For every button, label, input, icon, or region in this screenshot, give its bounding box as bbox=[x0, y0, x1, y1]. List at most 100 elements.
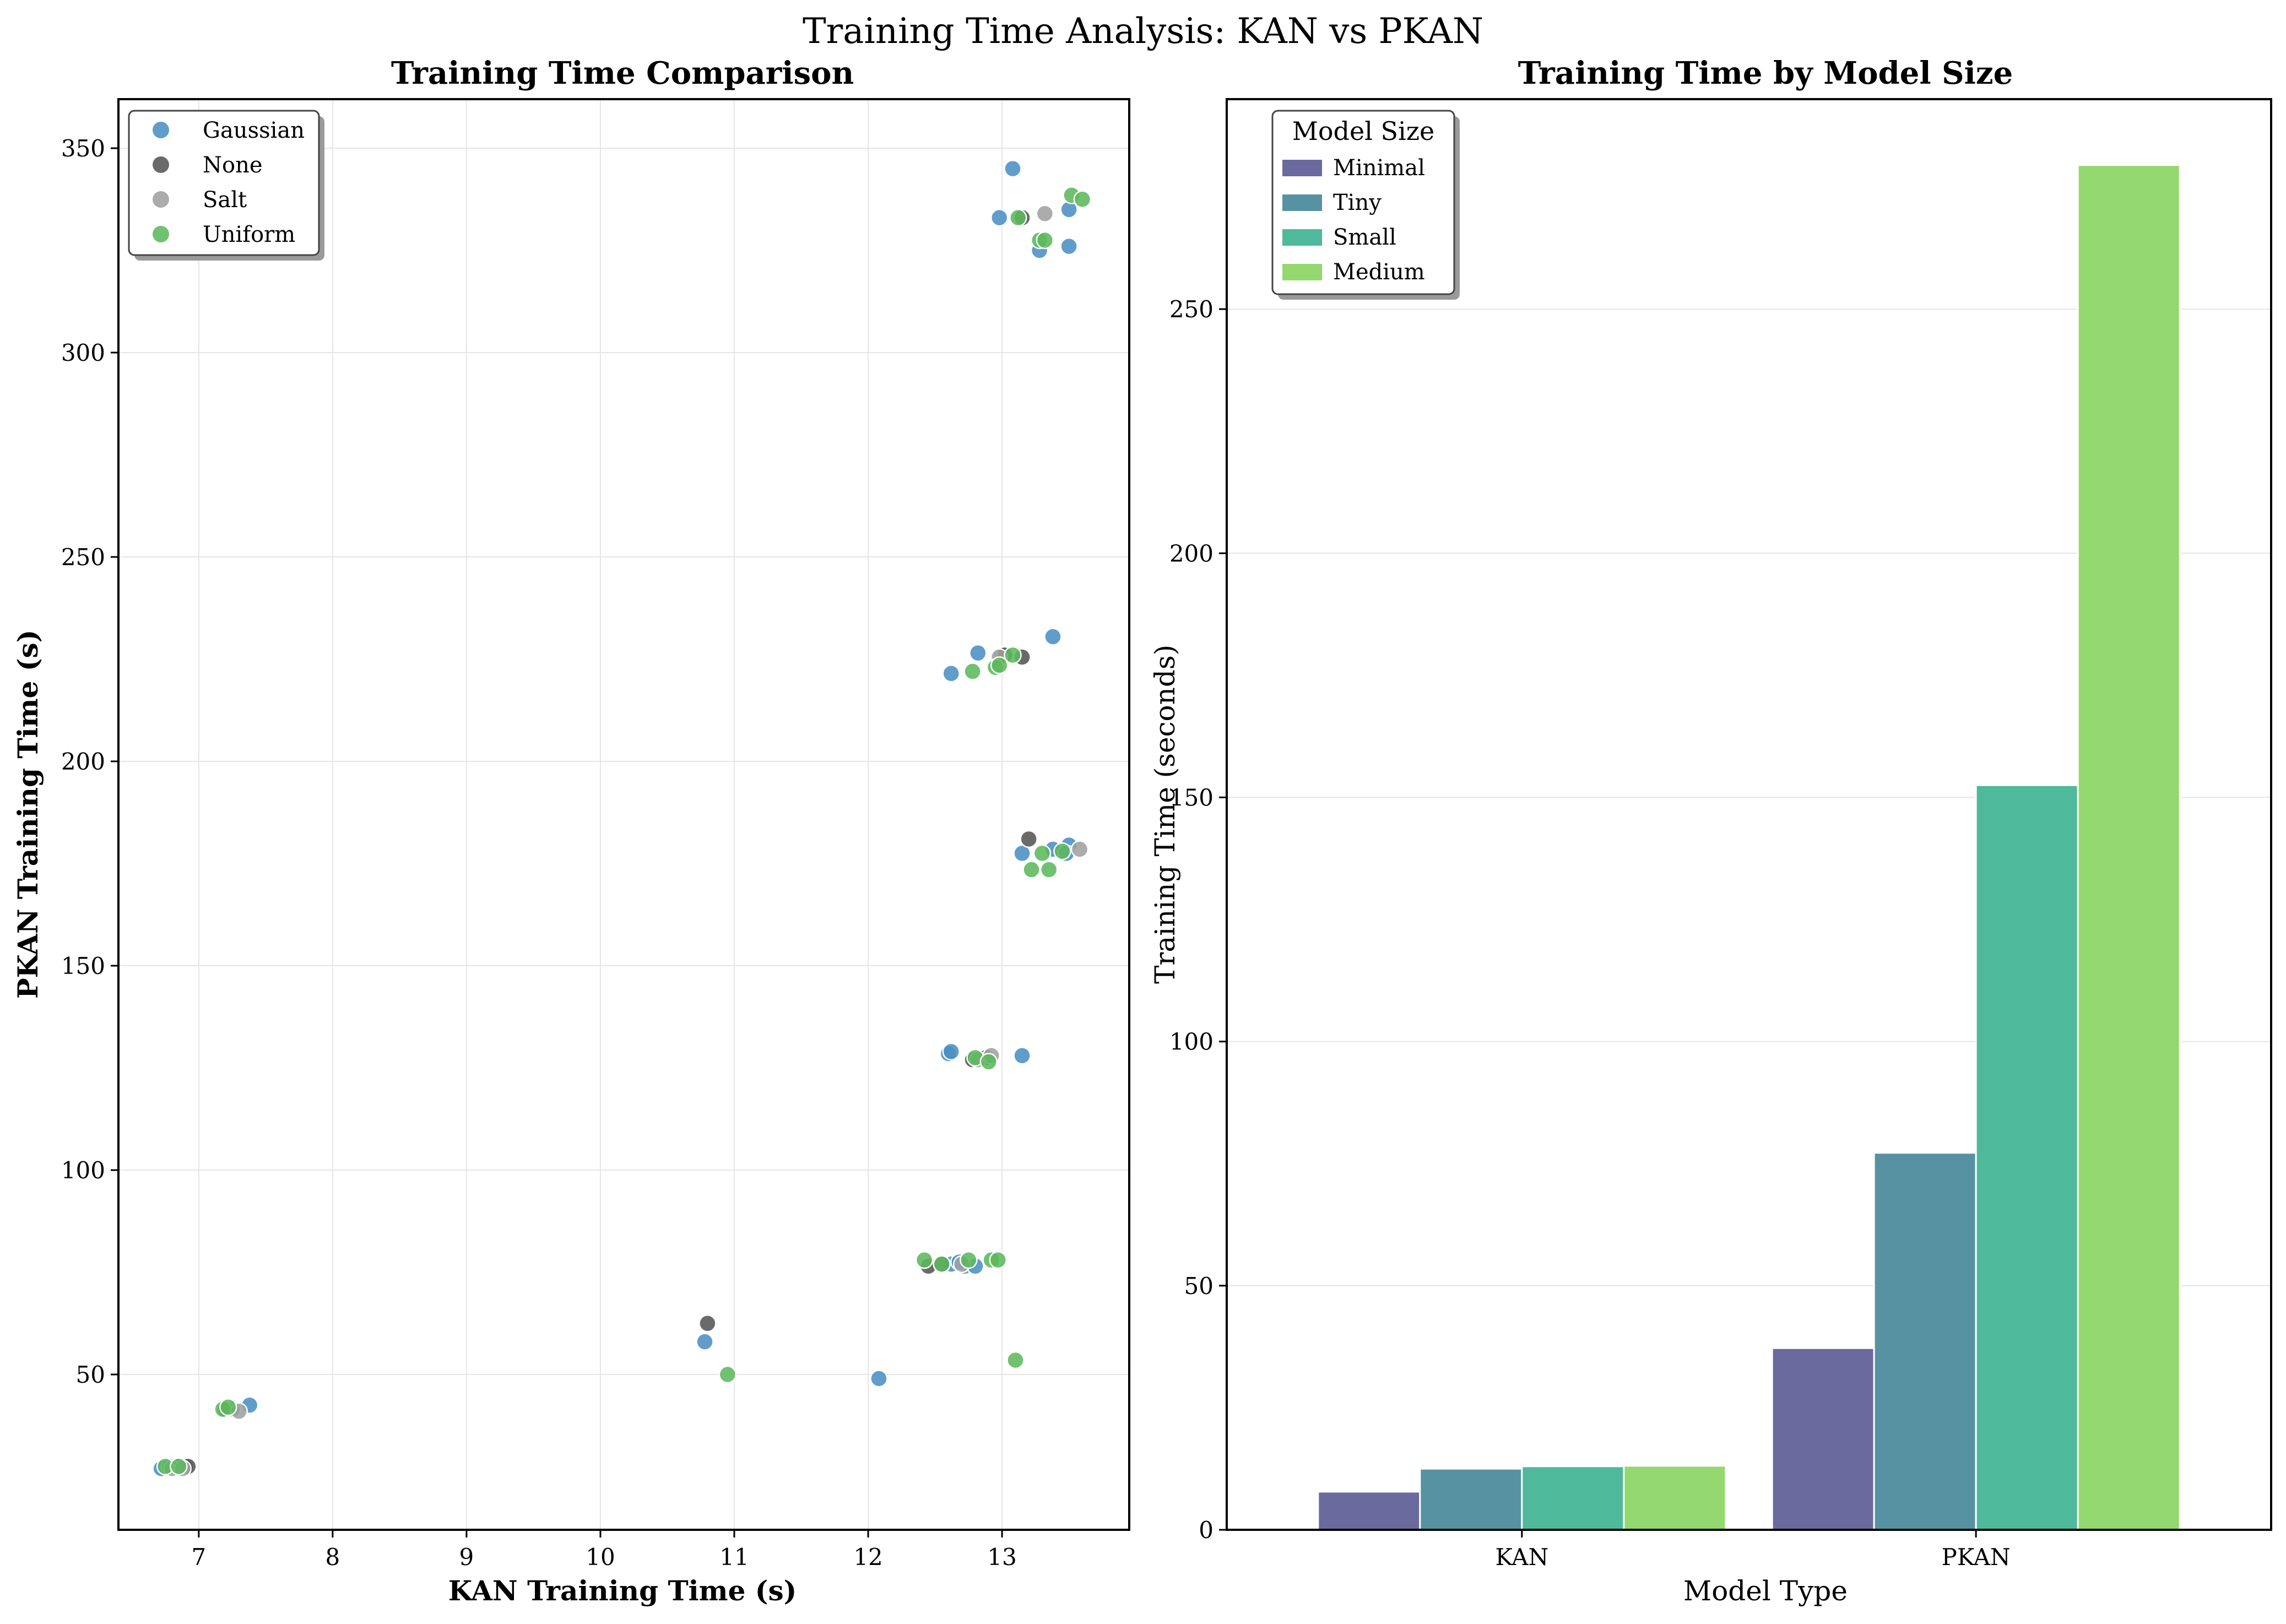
scatter-legend-label-salt: Salt bbox=[203, 187, 247, 213]
bar-legend-label-minimal: Minimal bbox=[1333, 155, 1425, 181]
bar-panel: Training Time by Model Size KAN PKAN 0 50 1… bbox=[1149, 55, 2272, 1607]
scatter-point-uniform bbox=[219, 1398, 237, 1416]
bar-legend-label-medium: Medium bbox=[1333, 259, 1425, 285]
scatter-point-uniform bbox=[170, 1457, 188, 1476]
scatter-legend-marker-gaussian bbox=[153, 122, 169, 138]
scatter-legend-label-none: None bbox=[203, 153, 263, 178]
bar-legend-swatch-minimal bbox=[1282, 160, 1322, 176]
bar-x-axis-label: Model Type bbox=[1683, 1575, 1848, 1607]
scatter-x-tick-label: 7 bbox=[191, 1544, 206, 1571]
bar-pkan-minimal bbox=[1771, 1347, 1875, 1531]
bar-legend: Model Size Minimal Tiny Small Medium bbox=[1271, 110, 1460, 300]
scatter-point-salt bbox=[1070, 840, 1089, 858]
scatter-point-gaussian bbox=[969, 644, 987, 662]
scatter-title: Training Time Comparison bbox=[391, 55, 854, 91]
scatter-point-gaussian bbox=[942, 664, 960, 683]
bar-kan-minimal bbox=[1317, 1491, 1421, 1531]
scatter-x-tick-label: 9 bbox=[459, 1544, 474, 1571]
scatter-y-tick-label: 250 bbox=[61, 544, 105, 571]
bar-axes-frame bbox=[1226, 98, 2272, 1531]
bar-y-tick-label: 0 bbox=[1199, 1517, 1214, 1544]
scatter-x-axis-label: KAN Training Time (s) bbox=[448, 1574, 797, 1607]
scatter-legend-label-gaussian: Gaussian bbox=[203, 118, 305, 143]
bar-pkan-tiny bbox=[1873, 1152, 1977, 1531]
scatter-gridlines bbox=[118, 99, 1129, 1530]
scatter-point-uniform bbox=[933, 1255, 951, 1273]
scatter-y-tick-label: 150 bbox=[61, 952, 105, 979]
bar-legend-swatch-small bbox=[1282, 229, 1322, 246]
bar-y-tick-label: 100 bbox=[1169, 1028, 1214, 1055]
scatter-x-tick-label: 10 bbox=[586, 1544, 615, 1571]
bar-y-ticks: 0 50 100 150 200 250 bbox=[1169, 296, 1227, 1544]
scatter-legend-box bbox=[128, 110, 320, 256]
scatter-point-gaussian bbox=[1013, 1047, 1031, 1065]
scatter-point-gaussian bbox=[1013, 844, 1031, 863]
bar-legend-swatch-tiny bbox=[1282, 194, 1322, 211]
scatter-point-uniform bbox=[960, 1251, 978, 1269]
bar-kan-medium bbox=[1623, 1465, 1727, 1531]
scatter-point-gaussian bbox=[1060, 237, 1078, 256]
scatter-point-none bbox=[1020, 830, 1038, 848]
scatter-x-tick-label: 12 bbox=[853, 1544, 882, 1571]
scatter-y-tick-label: 200 bbox=[61, 748, 105, 775]
scatter-point-gaussian bbox=[696, 1333, 714, 1351]
scatter-point-uniform bbox=[989, 1251, 1007, 1269]
scatter-x-ticks: 7 8 9 10 11 12 13 bbox=[191, 1530, 1017, 1571]
scatter-point-uniform bbox=[718, 1365, 737, 1384]
scatter-x-tick-label: 11 bbox=[719, 1544, 749, 1571]
scatter-x-tick-label: 13 bbox=[987, 1544, 1016, 1571]
bar-y-tick-label: 200 bbox=[1169, 540, 1214, 567]
bar-y-axis-label: Training Time (seconds) bbox=[1149, 645, 1181, 984]
scatter-point-uniform bbox=[1022, 860, 1041, 879]
bar-kan-small bbox=[1521, 1465, 1625, 1531]
scatter-y-tick-label: 100 bbox=[61, 1157, 105, 1184]
scatter-point-uniform bbox=[915, 1251, 934, 1269]
scatter-y-axis-label: PKAN Training Time (s) bbox=[12, 630, 44, 999]
scatter-point-gaussian bbox=[870, 1369, 888, 1388]
scatter-legend-marker-none bbox=[153, 156, 169, 173]
scatter-point-uniform bbox=[990, 656, 1009, 674]
scatter-point-uniform bbox=[1004, 646, 1022, 664]
scatter-axes-frame bbox=[117, 98, 1130, 1531]
scatter-y-tick-label: 50 bbox=[76, 1361, 105, 1388]
scatter-point-uniform bbox=[1036, 231, 1054, 250]
scatter-point-none bbox=[698, 1314, 717, 1333]
scatter-point-uniform bbox=[1053, 842, 1071, 860]
scatter-point-gaussian bbox=[1044, 627, 1062, 646]
scatter-point-uniform bbox=[979, 1053, 998, 1071]
scatter-point-salt bbox=[1036, 204, 1054, 223]
scatter-point-uniform bbox=[1033, 844, 1052, 863]
scatter-legend: Gaussian None Salt Uniform bbox=[128, 110, 324, 261]
scatter-y-ticks: 50 100 150 200 250 300 350 bbox=[61, 135, 118, 1388]
bar-legend-label-tiny: Tiny bbox=[1333, 190, 1382, 215]
bar-legend-swatch-medium bbox=[1282, 264, 1322, 280]
scatter-point-gaussian bbox=[942, 1042, 960, 1061]
bar-legend-label-small: Small bbox=[1333, 225, 1396, 250]
bar-bars bbox=[1317, 164, 2181, 1531]
scatter-points bbox=[152, 159, 1092, 1477]
bar-y-tick-label: 50 bbox=[1184, 1273, 1214, 1300]
scatter-legend-marker-uniform bbox=[153, 226, 169, 242]
figure-suptitle: Training Time Analysis: KAN vs PKAN bbox=[803, 11, 1483, 52]
scatter-x-tick-label: 8 bbox=[326, 1544, 340, 1571]
scatter-legend-marker-salt bbox=[153, 191, 169, 208]
bar-legend-box bbox=[1271, 110, 1455, 295]
bar-x-tick-label: PKAN bbox=[1942, 1544, 2011, 1571]
bar-pkan-medium bbox=[2077, 164, 2181, 1531]
scatter-y-tick-label: 300 bbox=[61, 339, 105, 366]
bar-x-ticks: KAN PKAN bbox=[1495, 1530, 2011, 1571]
scatter-point-uniform bbox=[1006, 1351, 1025, 1369]
bar-legend-title: Model Size bbox=[1292, 116, 1434, 146]
scatter-point-uniform bbox=[963, 662, 982, 681]
scatter-point-uniform bbox=[1009, 208, 1027, 227]
scatter-y-tick-label: 350 bbox=[61, 135, 105, 162]
bar-pkan-small bbox=[1975, 784, 2079, 1531]
scatter-point-uniform bbox=[1073, 190, 1092, 209]
bar-kan-tiny bbox=[1419, 1468, 1523, 1531]
scatter-point-uniform bbox=[1039, 860, 1058, 879]
bar-x-tick-label: KAN bbox=[1495, 1544, 1548, 1571]
bar-title: Training Time by Model Size bbox=[1518, 55, 2013, 91]
scatter-panel: Training Time Comparison 7 8 9 10 11 12 13 50 1… bbox=[12, 55, 1130, 1607]
scatter-point-gaussian bbox=[1004, 159, 1022, 178]
